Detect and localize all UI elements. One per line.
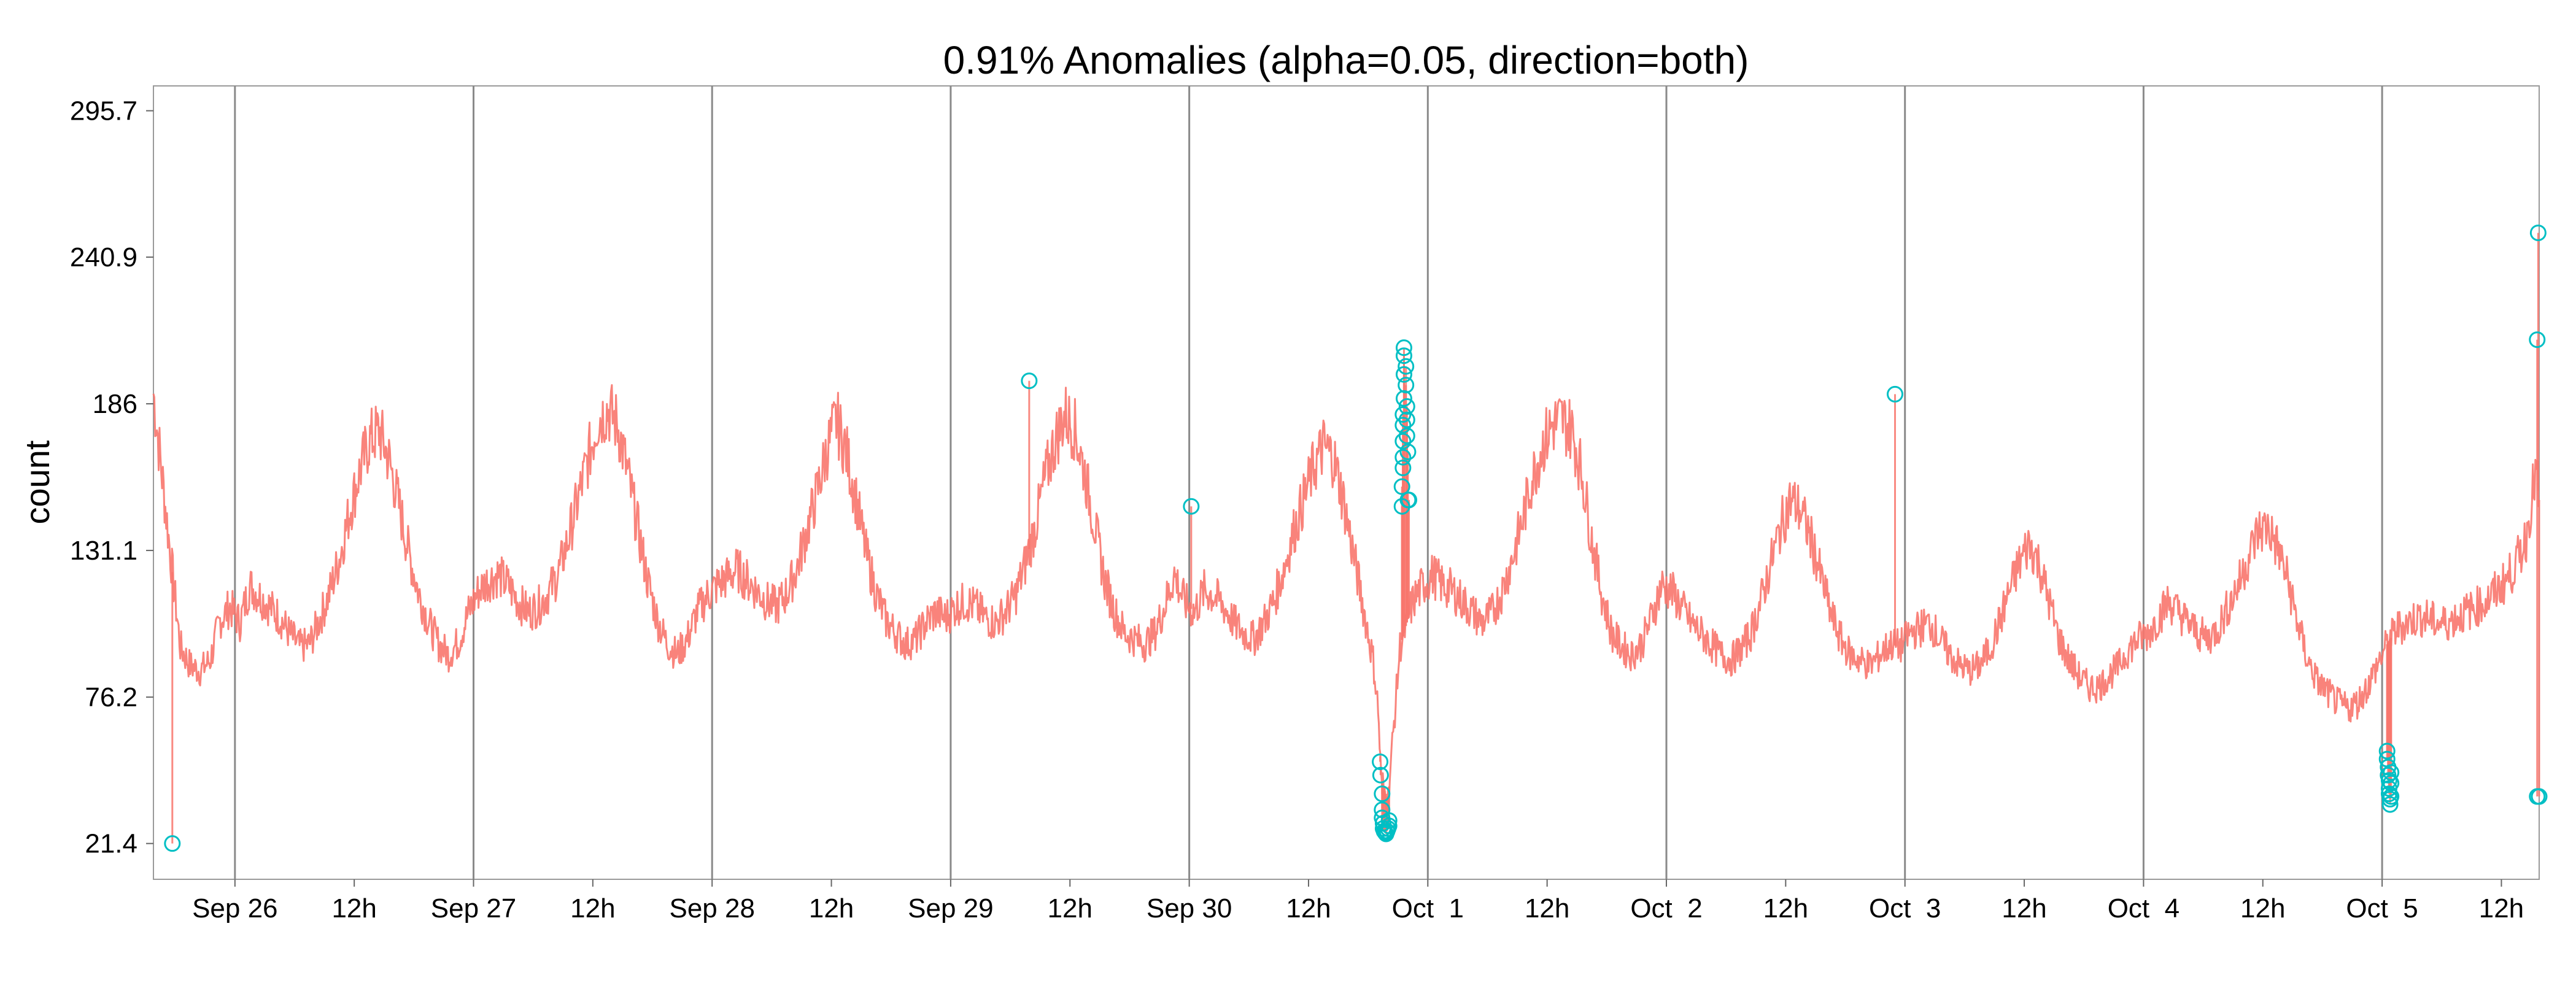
x-tick-label: Oct 4 [2108,893,2180,923]
anomaly-marker [1394,449,1412,466]
x-tick-label: 12h [2002,893,2046,923]
anomaly-marker [1395,366,1412,383]
anomaly-marker [1372,753,1389,770]
anomaly-marker [2383,788,2400,805]
x-tick-label: 12h [809,893,854,923]
anomaly-marker [2383,774,2400,792]
anomaly-marker [1393,478,1410,495]
y-axis-title: count [18,440,56,524]
x-tick-label: 12h [2240,893,2285,923]
anomaly-marker [2380,772,2397,789]
x-tick-label: 12h [2479,893,2524,923]
count-series-line [152,384,2540,812]
anomaly-points [164,224,2548,852]
anomaly-marker [1395,339,1412,357]
anomaly-marker [1398,398,1415,415]
anomaly-marker [1394,460,1412,477]
x-tick-label: Sep 29 [908,893,993,923]
plot-panel [153,85,2540,880]
x-tick-label: Oct 3 [1869,893,1941,923]
anomaly-marker [2381,796,2399,813]
y-tick-label: 186 [93,389,137,419]
grid-lines [234,86,2383,879]
anomaly-marker [1394,417,1412,434]
x-tick-label: 12h [1048,893,1093,923]
x-tick-label: Oct 2 [1630,893,1702,923]
anomaly-marker [1372,766,1389,784]
anomaly-marker [1398,427,1415,444]
anomaly-marker [1021,372,1038,390]
anomaly-marker [1394,433,1412,450]
anomaly-marker [2529,331,2546,349]
x-tick-label: 12h [570,893,615,923]
x-tick-label: Oct 5 [2346,893,2418,923]
x-tick-label: Sep 27 [431,893,516,923]
x-axis: Sep 26 12h Sep 27 12h Sep 28 12h Sep 29 12h Sep … [192,879,2524,923]
anomaly-marker [164,835,181,852]
x-tick-label: 12h [1286,893,1331,923]
anomaly-marker [2380,785,2397,803]
x-tick-label: 12h [331,893,376,923]
y-axis: 21.4 76.2 131.1 186 240.9 295.7 [70,96,153,859]
series-layer [152,384,2540,812]
y-tick-label: 76.2 [85,682,137,712]
anomaly-marker [1183,498,1200,515]
anomaly-marker [1395,390,1412,407]
anomaly-marker [1395,347,1412,364]
anomaly-marker [2383,764,2400,781]
y-tick-label: 21.4 [85,829,137,859]
x-tick-label: Sep 26 [192,893,277,923]
anomaly-marker [2529,224,2547,241]
anomaly-marker [1394,406,1412,423]
x-tick-label: 12h [1525,893,1569,923]
anomaly-marker [1399,443,1417,460]
x-tick-label: Sep 28 [669,893,754,923]
anomaly-marker [1374,785,1391,803]
x-tick-label: 12h [1763,893,1808,923]
y-tick-label: 131.1 [70,536,137,566]
anomaly-marker [1380,812,1398,829]
anomaly-marker [2531,788,2548,805]
anomaly-marker [1380,817,1398,835]
x-tick-label: Oct 1 [1392,893,1464,923]
anomaly-marker [1401,492,1418,509]
anomaly-marker [2380,766,2397,784]
x-tick-label: Sep 30 [1147,893,1232,923]
anomaly-marker [1398,411,1415,428]
anomaly-marker [1398,377,1415,394]
y-tick-label: 240.9 [70,242,137,272]
y-tick-label: 295.7 [70,96,137,126]
chart-title: 0.91% Anomalies (alpha=0.05, direction=b… [943,38,1749,82]
anomaly-marker [1887,385,1904,403]
anomaly-marker [2378,742,2396,760]
anomaly-marker [1398,358,1415,375]
